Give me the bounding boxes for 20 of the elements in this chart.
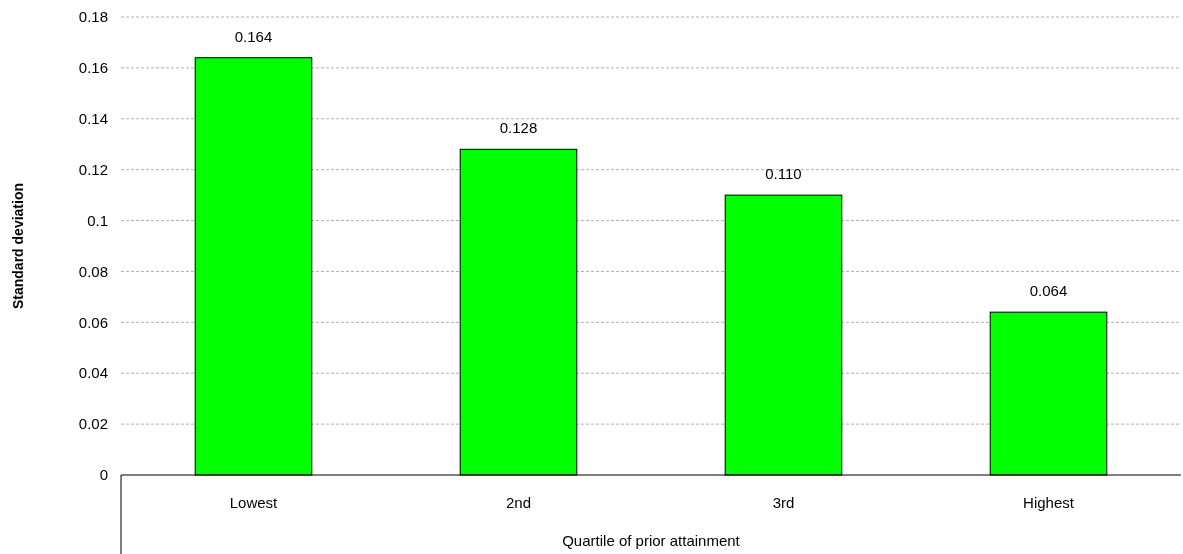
y-tick-label: 0.16 — [78, 59, 108, 77]
y-tick-label: 0.08 — [78, 262, 108, 280]
y-tick-label: 0.14 — [78, 110, 108, 128]
y-axis-title: Standard deviation — [10, 182, 26, 310]
data-label: 0.064 — [1029, 282, 1068, 300]
x-tick-label: Highest — [1023, 494, 1075, 511]
y-tick-label: 0.06 — [78, 313, 108, 331]
y-tick-label: 0.04 — [78, 364, 108, 382]
x-tick-label: Lowest — [229, 494, 279, 511]
y-tick-label: 0 — [99, 466, 108, 484]
x-tick-label: 3rd — [772, 494, 795, 511]
data-label: 0.164 — [234, 27, 273, 45]
data-label: 0.128 — [499, 119, 538, 137]
y-tick-label: 0.12 — [78, 160, 108, 178]
y-tick-label: 0.02 — [78, 415, 108, 433]
y-tick-label: 0.1 — [87, 211, 108, 229]
data-label: 0.110 — [765, 165, 802, 183]
y-tick-label: 0.18 — [78, 8, 108, 26]
x-tick-label: 2nd — [505, 494, 532, 511]
x-axis-title: Quartile of prior attainment — [562, 532, 741, 549]
